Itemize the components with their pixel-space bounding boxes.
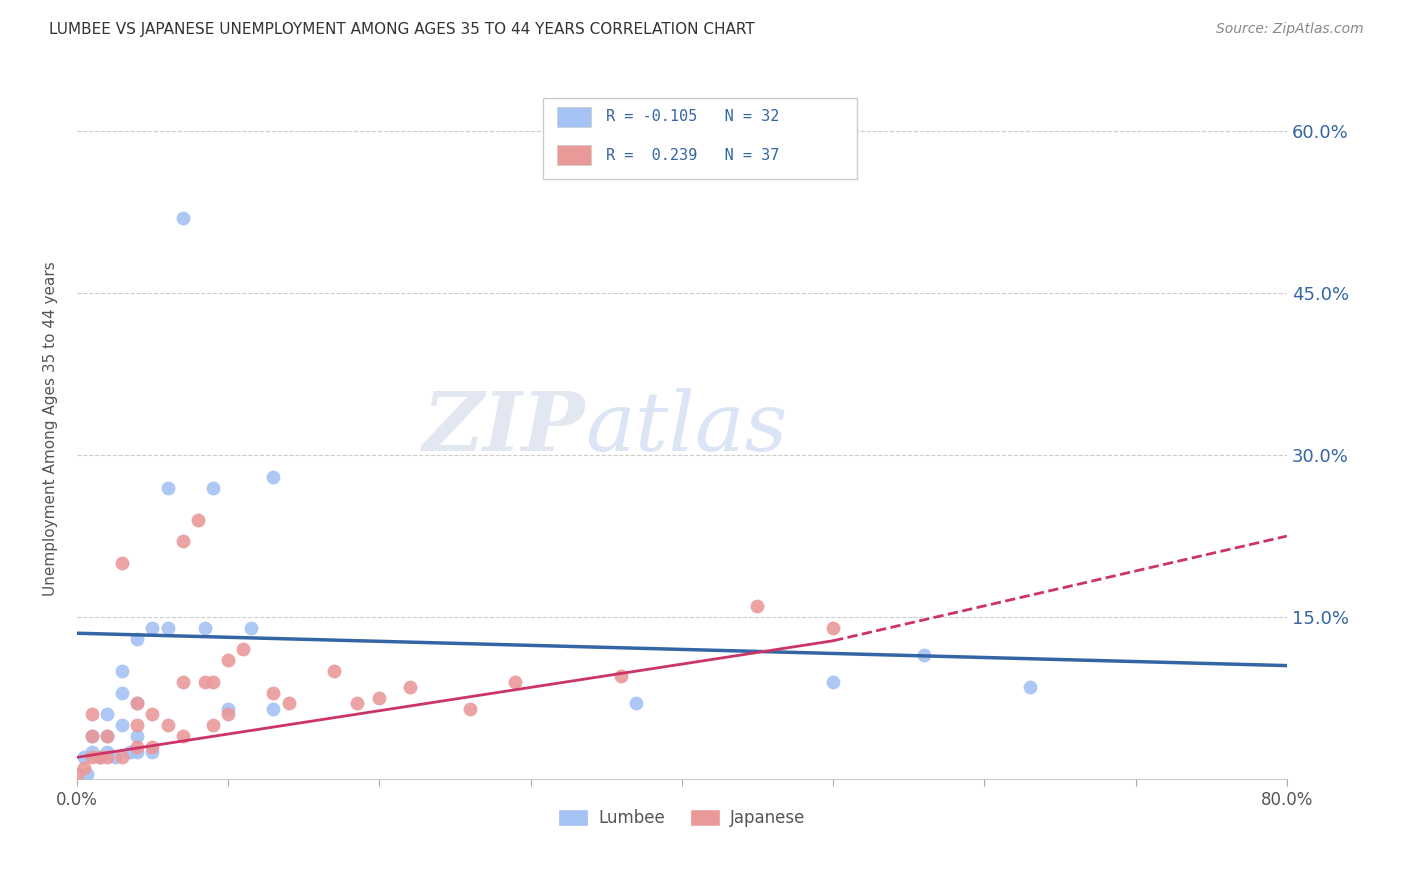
Text: LUMBEE VS JAPANESE UNEMPLOYMENT AMONG AGES 35 TO 44 YEARS CORRELATION CHART: LUMBEE VS JAPANESE UNEMPLOYMENT AMONG AG… bbox=[49, 22, 755, 37]
Point bbox=[89, 750, 111, 764]
Point bbox=[201, 481, 224, 495]
Point bbox=[626, 697, 648, 711]
Point bbox=[66, 766, 89, 780]
Point bbox=[239, 621, 262, 635]
Point bbox=[80, 707, 103, 722]
FancyBboxPatch shape bbox=[557, 107, 591, 127]
Point bbox=[73, 750, 96, 764]
FancyBboxPatch shape bbox=[557, 145, 591, 165]
Point bbox=[96, 707, 118, 722]
FancyBboxPatch shape bbox=[543, 98, 858, 179]
Point bbox=[172, 674, 194, 689]
Point bbox=[505, 674, 527, 689]
Point bbox=[111, 750, 134, 764]
Point bbox=[96, 750, 118, 764]
Point bbox=[458, 702, 481, 716]
Point bbox=[217, 707, 239, 722]
Point bbox=[201, 718, 224, 732]
Point bbox=[127, 729, 149, 743]
Point bbox=[96, 729, 118, 743]
Point bbox=[127, 632, 149, 646]
Legend: Lumbee, Japanese: Lumbee, Japanese bbox=[551, 802, 813, 834]
Point bbox=[747, 599, 769, 614]
Point bbox=[111, 718, 134, 732]
Point bbox=[912, 648, 935, 662]
Point bbox=[277, 697, 299, 711]
Point bbox=[76, 766, 98, 780]
Text: ZIP: ZIP bbox=[422, 388, 585, 468]
Point bbox=[194, 621, 217, 635]
Text: Source: ZipAtlas.com: Source: ZipAtlas.com bbox=[1216, 22, 1364, 37]
Point bbox=[823, 674, 845, 689]
Point bbox=[156, 718, 179, 732]
Point bbox=[217, 702, 239, 716]
Point bbox=[187, 513, 209, 527]
Point bbox=[127, 697, 149, 711]
Point bbox=[232, 642, 254, 657]
Point bbox=[263, 702, 285, 716]
Point bbox=[263, 469, 285, 483]
Point bbox=[127, 745, 149, 759]
Point bbox=[111, 556, 134, 570]
Point bbox=[141, 707, 163, 722]
Point bbox=[127, 718, 149, 732]
Point bbox=[172, 534, 194, 549]
Point bbox=[80, 745, 103, 759]
Point bbox=[346, 697, 368, 711]
Point bbox=[368, 690, 391, 705]
Text: R = -0.105   N = 32: R = -0.105 N = 32 bbox=[606, 109, 779, 124]
Point bbox=[127, 697, 149, 711]
Point bbox=[80, 750, 103, 764]
Point bbox=[263, 685, 285, 699]
Point bbox=[80, 729, 103, 743]
Point bbox=[73, 761, 96, 775]
Point bbox=[96, 729, 118, 743]
Point bbox=[194, 674, 217, 689]
Point bbox=[118, 745, 141, 759]
Text: atlas: atlas bbox=[585, 388, 787, 468]
Text: R =  0.239   N = 37: R = 0.239 N = 37 bbox=[606, 148, 779, 163]
Point bbox=[323, 664, 346, 678]
Point bbox=[111, 685, 134, 699]
Point bbox=[398, 680, 420, 694]
Point bbox=[217, 653, 239, 667]
Point bbox=[172, 729, 194, 743]
Point bbox=[111, 664, 134, 678]
Point bbox=[127, 739, 149, 754]
Point bbox=[1018, 680, 1040, 694]
Point bbox=[201, 674, 224, 689]
Point bbox=[610, 669, 633, 683]
Point bbox=[823, 621, 845, 635]
Point bbox=[80, 729, 103, 743]
Point bbox=[156, 481, 179, 495]
Y-axis label: Unemployment Among Ages 35 to 44 years: Unemployment Among Ages 35 to 44 years bbox=[44, 260, 58, 596]
Point bbox=[141, 745, 163, 759]
Point bbox=[141, 621, 163, 635]
Point bbox=[89, 750, 111, 764]
Point bbox=[156, 621, 179, 635]
Point bbox=[172, 211, 194, 225]
Point bbox=[96, 745, 118, 759]
Point bbox=[141, 739, 163, 754]
Point bbox=[104, 750, 127, 764]
